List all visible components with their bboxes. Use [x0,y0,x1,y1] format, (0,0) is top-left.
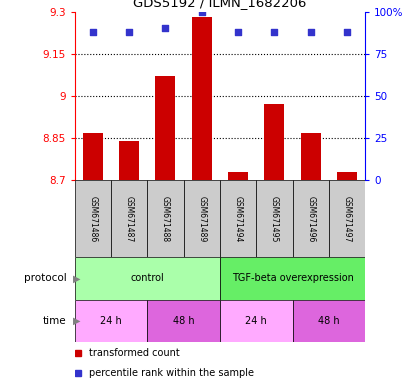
Title: GDS5192 / ILMN_1682206: GDS5192 / ILMN_1682206 [133,0,307,9]
Bar [119,141,139,180]
Point [126,29,132,35]
Text: TGF-beta overexpression: TGF-beta overexpression [232,273,354,283]
Text: GSM671496: GSM671496 [306,196,315,242]
Bar [293,300,365,342]
Point [235,29,242,35]
Text: control: control [130,273,164,283]
Bar [192,17,212,180]
Bar [183,180,220,257]
Bar [75,257,220,300]
Text: GSM671497: GSM671497 [342,196,352,242]
Text: 48 h: 48 h [173,316,195,326]
Point [162,25,169,31]
Text: GSM671495: GSM671495 [270,196,279,242]
Bar [156,76,176,180]
Text: 24 h: 24 h [245,316,267,326]
Bar [147,180,183,257]
Text: ▶: ▶ [73,316,80,326]
Bar [75,300,147,342]
Text: GSM671489: GSM671489 [197,196,206,242]
Text: transformed count: transformed count [89,348,180,358]
Point [344,29,350,35]
Text: ▶: ▶ [73,273,80,283]
Bar [220,300,293,342]
Bar [337,172,357,180]
Bar [256,180,293,257]
Text: GSM671488: GSM671488 [161,196,170,242]
Bar [147,300,220,342]
Bar [220,257,365,300]
Point [198,8,205,15]
Text: protocol: protocol [24,273,66,283]
Bar [220,180,256,257]
Bar [75,180,111,257]
Point [271,29,278,35]
Bar [111,180,147,257]
Bar [83,132,103,180]
Bar [264,104,284,180]
Point [308,29,314,35]
Text: GSM671487: GSM671487 [124,196,134,242]
Bar [301,132,321,180]
Bar [329,180,365,257]
Text: percentile rank within the sample: percentile rank within the sample [89,367,254,377]
Bar [228,172,248,180]
Text: GSM671494: GSM671494 [234,196,243,242]
Bar [293,180,329,257]
Point [90,29,96,35]
Text: time: time [43,316,66,326]
Text: 24 h: 24 h [100,316,122,326]
Text: 48 h: 48 h [318,316,340,326]
Text: GSM671486: GSM671486 [88,196,98,242]
